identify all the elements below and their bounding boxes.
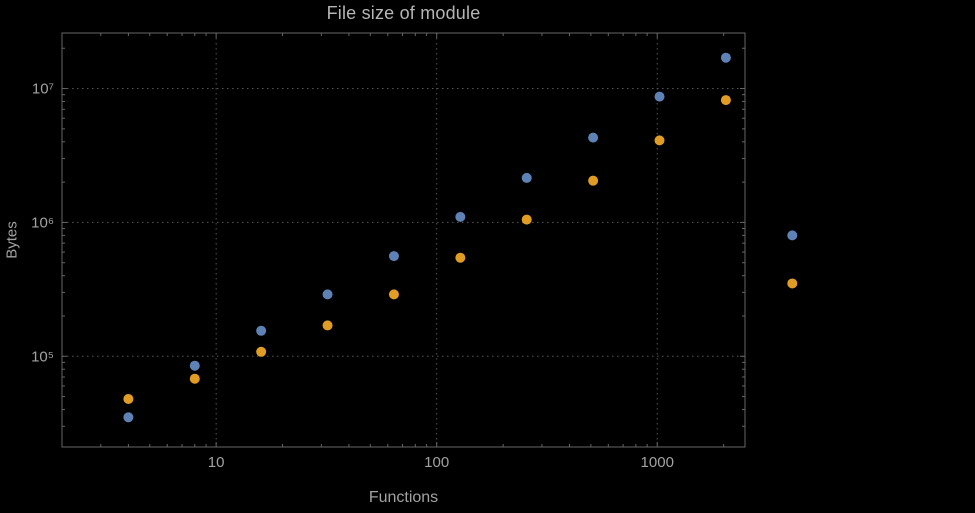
data-point-orange: [787, 278, 798, 289]
x-tick-label: 1000: [641, 454, 674, 471]
data-point-orange: [654, 135, 665, 146]
x-axis-label: Functions: [368, 489, 439, 506]
data-point-blue: [189, 360, 200, 371]
data-point-blue: [388, 251, 399, 262]
data-point-orange: [123, 393, 134, 404]
data-point-blue: [720, 52, 731, 63]
y-tick-label: 10⁵: [31, 348, 54, 365]
data-point-blue: [521, 172, 532, 183]
data-point-blue: [787, 230, 798, 241]
chart-title: File size of module: [326, 3, 481, 23]
data-point-blue: [455, 211, 466, 222]
data-point-orange: [256, 346, 267, 357]
data-point-orange: [388, 289, 399, 300]
y-tick-label: 10⁷: [32, 81, 54, 98]
data-point-orange: [720, 95, 731, 106]
data-point-blue: [322, 289, 333, 300]
data-point-orange: [455, 252, 466, 263]
data-point-orange: [588, 175, 599, 186]
data-point-orange: [322, 320, 333, 331]
x-tick-label: 10: [208, 454, 225, 471]
data-point-blue: [123, 412, 134, 423]
data-point-blue: [588, 132, 599, 143]
plot-frame: [61, 32, 746, 448]
data-point-orange: [521, 214, 532, 225]
y-tick-label: 10⁶: [31, 214, 54, 231]
data-point-blue: [256, 325, 267, 336]
x-tick-label: 100: [424, 454, 449, 471]
data-point-orange: [189, 373, 200, 384]
data-point-blue: [654, 91, 665, 102]
